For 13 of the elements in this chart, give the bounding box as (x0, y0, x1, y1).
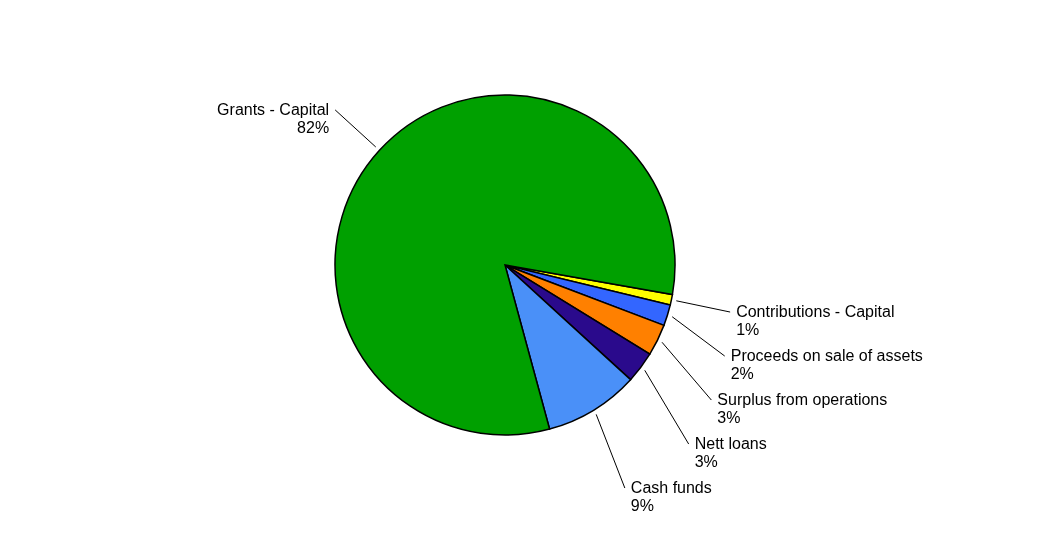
slice-label: Nett loans (694, 435, 767, 453)
data-label: 3% (694, 453, 718, 471)
data-label: 1% (736, 321, 760, 339)
data-label: 9% (630, 497, 654, 515)
slice-label: Grants - Capital (217, 100, 330, 118)
data-label: 3% (717, 409, 741, 427)
data-label: 82% (297, 118, 330, 136)
slice-label: Cash funds (630, 479, 712, 497)
slice-label: Contributions - Capital (736, 303, 895, 321)
data-label: 2% (730, 365, 754, 383)
slice-label: Surplus from operations (717, 391, 888, 409)
pie-slice (334, 94, 676, 436)
slice-label: Proceeds on sale of assets (730, 347, 923, 365)
